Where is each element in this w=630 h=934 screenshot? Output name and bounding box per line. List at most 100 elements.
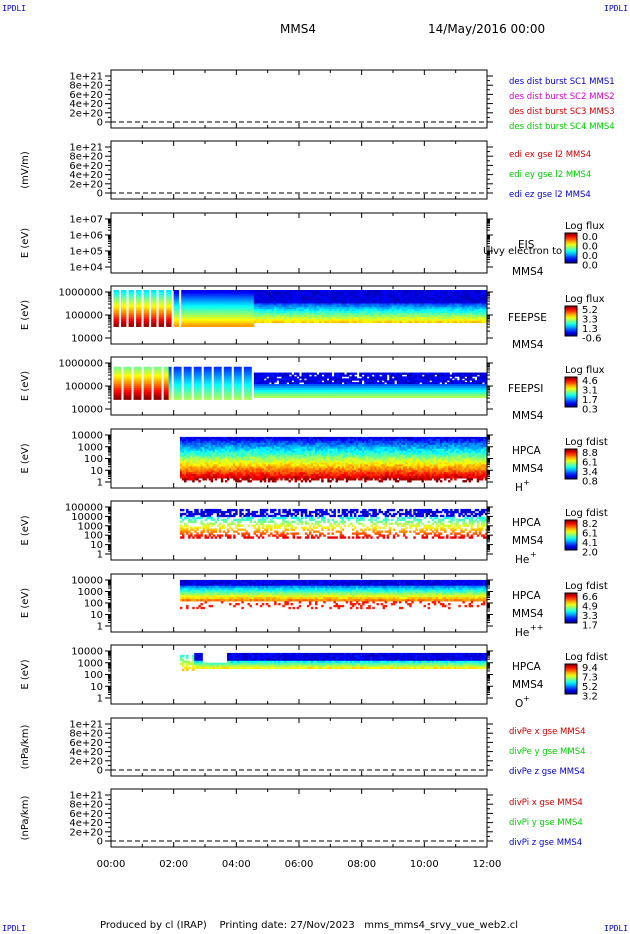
colorbar-title: Log fdist xyxy=(565,437,608,448)
species-charge: + xyxy=(523,478,530,487)
x-tick-label: 06:00 xyxy=(285,859,314,870)
plot-frame xyxy=(110,212,488,274)
y-tick-label: 4e+20 xyxy=(69,170,103,181)
colorbar xyxy=(564,448,578,480)
spacecraft-label: MMS4 xyxy=(512,608,544,620)
colorbar-tick-label: 0.3 xyxy=(582,405,598,416)
legend-entry: des dist burst SC4 MMS4 xyxy=(509,122,615,132)
footer-script-name: mms_mms4_srvy_vue_web2.cl xyxy=(364,920,519,931)
instrument-label: HPCA xyxy=(512,590,542,602)
corner-label-bottom-right: IPDLI xyxy=(604,924,629,933)
colorbar-title: Log fdist xyxy=(565,652,608,663)
legend-entry: des dist burst SC2 MMS2 xyxy=(509,92,615,102)
colorbar-tick-label: 6.1 xyxy=(582,458,598,469)
colorbar-tick-label: 0.0 xyxy=(582,261,598,272)
legend-entry: des dist burst SC3 MMS3 xyxy=(509,107,615,117)
species-charge: + xyxy=(523,694,530,703)
colorbar-tick-label: 3.2 xyxy=(582,692,598,703)
y-tick-label: 1000 xyxy=(78,442,103,453)
y-axis-label: E (eV) xyxy=(20,443,31,473)
colorbar-tick-label: 3.3 xyxy=(582,611,598,622)
y-tick-label: 1000 xyxy=(78,521,103,532)
colorbar-tick-label: 4.1 xyxy=(582,538,598,549)
y-tick-label: 4e+20 xyxy=(69,747,103,758)
date-title: 14/May/2016 00:00 xyxy=(428,22,546,36)
y-tick-label: 1000000 xyxy=(58,359,103,370)
y-tick-label: 10 xyxy=(90,610,103,621)
spacecraft-label: MMS4 xyxy=(512,266,544,278)
colorbar-tick-label: 4.6 xyxy=(582,376,598,387)
y-tick-label: 0 xyxy=(97,837,103,848)
y-tick-label: 2e+20 xyxy=(69,827,103,838)
panel-eis: 1e+07 1e+06 1e+05 1e+04 E (eV) EIS MMS4 Ulvy el… xyxy=(20,212,605,278)
y-tick-label: 1e+21 xyxy=(69,720,103,731)
colorbar-tick-label: 9.4 xyxy=(582,663,598,674)
y-tick-label: 1e+21 xyxy=(69,143,103,154)
y-tick-label: 8e+20 xyxy=(69,152,103,163)
instrument-label: EIS xyxy=(518,239,535,251)
plot-frame xyxy=(110,717,488,777)
legend-entry: divPe y gse MMS4 xyxy=(509,747,586,757)
species-charge: + xyxy=(530,550,537,559)
corner-label-bottom-left: IPDLI xyxy=(2,924,27,933)
colorbar-tick-label: 0.8 xyxy=(582,477,598,488)
y-tick-label: 1e+06 xyxy=(69,231,103,242)
y-tick-label: 1e+04 xyxy=(69,263,103,274)
y-tick-label: 1e+05 xyxy=(69,247,103,258)
colorbar-tick-label: 7.3 xyxy=(582,673,598,684)
colorbar-tick-label: 5.2 xyxy=(582,682,598,693)
y-tick-label: 1000000 xyxy=(58,288,103,299)
spacecraft-title: MMS4 xyxy=(280,22,316,36)
panel-feeps_e: 1000000 100000 10000 E (eV) FEEPSE MMS4 Log fl… xyxy=(20,285,605,351)
legend-entry: des dist burst SC1 MMS1 xyxy=(509,77,615,87)
x-tick-label: 04:00 xyxy=(222,859,251,870)
y-tick-label: 10000 xyxy=(71,334,103,345)
plot-frame xyxy=(110,788,488,848)
y-axis-label: (nPa/km) xyxy=(20,796,31,841)
y-tick-label: 10 xyxy=(90,540,103,551)
spacecraft-label: MMS4 xyxy=(512,463,544,475)
colorbar-tick-label: 6.1 xyxy=(582,529,598,540)
footer-printing-date: Printing date: 27/Nov/2023 xyxy=(219,920,355,931)
y-tick-label: 8e+20 xyxy=(69,800,103,811)
instrument-label: HPCA xyxy=(512,445,542,457)
colorbar-tick-label: 6.6 xyxy=(582,592,598,603)
legend-entry: divPe z gse MMS4 xyxy=(509,767,585,777)
y-tick-label: 1e+21 xyxy=(69,791,103,802)
y-tick-label: 8e+20 xyxy=(69,729,103,740)
y-tick-label: 100000 xyxy=(65,503,103,514)
y-tick-label: 10000 xyxy=(71,647,103,658)
y-tick-label: 100000 xyxy=(65,311,103,322)
heatmap-hpca_h xyxy=(179,436,488,483)
spacecraft-label: MMS4 xyxy=(512,339,544,351)
panel-feeps_i: 1000000 100000 10000 E (eV) FEEPSI MMS4 Log fl… xyxy=(20,356,605,422)
y-tick-label: 6e+20 xyxy=(69,161,103,172)
overlay-text: Ulvy electron to xyxy=(483,246,562,257)
colorbar xyxy=(564,232,578,264)
y-tick-label: 100 xyxy=(84,531,103,542)
y-tick-label: 4e+20 xyxy=(69,818,103,829)
y-tick-label: 1 xyxy=(97,622,103,633)
y-tick-label: 4e+20 xyxy=(69,99,103,110)
y-tick-label: 2e+20 xyxy=(69,179,103,190)
y-tick-label: 2e+20 xyxy=(69,108,103,119)
plot-frame xyxy=(110,69,488,129)
x-tick-label: 10:00 xyxy=(410,859,439,870)
y-axis-label: E (eV) xyxy=(20,228,31,258)
x-tick-label: 00:00 xyxy=(97,859,126,870)
y-tick-label: 6e+20 xyxy=(69,809,103,820)
colorbar-tick-label: 0.0 xyxy=(582,232,598,243)
y-tick-label: 10000 xyxy=(71,576,103,587)
legend-entry: edi ez gse l2 MMS4 xyxy=(509,190,591,200)
x-tick-label: 08:00 xyxy=(347,859,376,870)
corner-label-top-right: IPDLI xyxy=(604,4,629,13)
colorbar-title: Log flux xyxy=(565,294,605,305)
heatmap-hpca_he xyxy=(179,508,488,539)
legend-entry: divPi y gse MMS4 xyxy=(509,818,583,828)
heatmap-feeps_e xyxy=(113,290,488,327)
instrument-label: HPCA xyxy=(512,517,542,529)
